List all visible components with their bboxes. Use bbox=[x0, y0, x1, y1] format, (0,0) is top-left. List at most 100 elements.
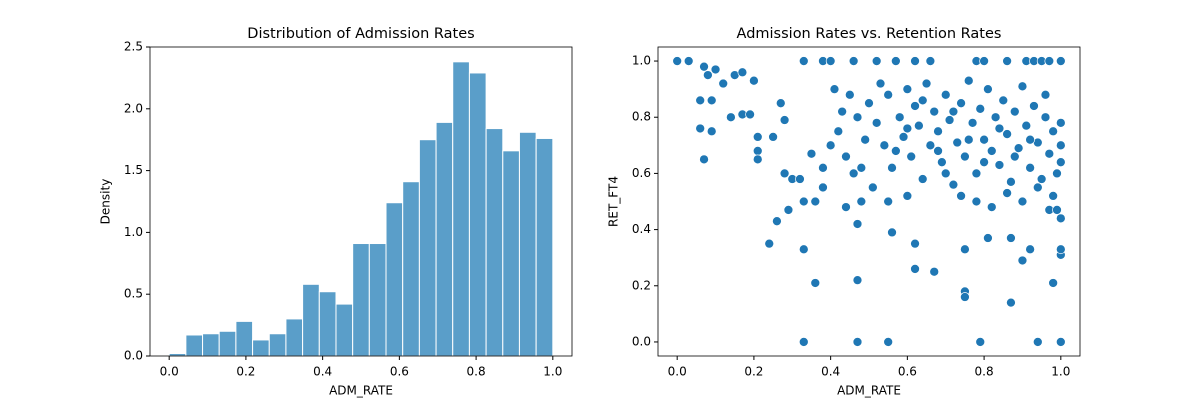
bar bbox=[252, 339, 270, 357]
point bbox=[891, 146, 901, 156]
point bbox=[848, 168, 859, 179]
point bbox=[1013, 143, 1024, 153]
point bbox=[672, 56, 683, 66]
point bbox=[683, 56, 694, 66]
point bbox=[825, 140, 836, 151]
point bbox=[798, 56, 809, 66]
point bbox=[841, 151, 851, 162]
point bbox=[998, 95, 1009, 106]
point bbox=[1055, 56, 1066, 66]
point bbox=[967, 117, 978, 128]
bar bbox=[285, 318, 304, 357]
point bbox=[990, 112, 1001, 123]
point bbox=[940, 168, 951, 179]
point bbox=[829, 84, 840, 94]
point bbox=[852, 337, 863, 347]
y-tick-label: 1.5 bbox=[124, 163, 143, 177]
bar bbox=[485, 128, 504, 357]
point bbox=[940, 89, 951, 100]
point bbox=[1029, 101, 1039, 111]
point bbox=[1006, 233, 1016, 243]
point bbox=[752, 146, 763, 156]
point bbox=[752, 154, 763, 165]
point bbox=[994, 123, 1005, 134]
point bbox=[795, 174, 805, 184]
point bbox=[979, 56, 989, 66]
point bbox=[986, 146, 997, 156]
point bbox=[956, 98, 966, 109]
bar bbox=[535, 137, 554, 357]
point bbox=[1025, 162, 1035, 173]
point bbox=[879, 140, 890, 151]
point bbox=[783, 205, 794, 215]
point bbox=[906, 151, 917, 162]
point bbox=[902, 123, 913, 134]
chart-title: Admission Rates vs. Retention Rates bbox=[737, 26, 1002, 42]
point bbox=[1006, 297, 1016, 308]
point bbox=[1006, 176, 1016, 187]
point bbox=[772, 216, 782, 227]
point bbox=[726, 112, 736, 123]
x-tick-label: 0.6 bbox=[898, 365, 917, 379]
axes-frame bbox=[657, 46, 1081, 357]
point bbox=[1002, 129, 1012, 139]
point bbox=[894, 112, 905, 123]
point bbox=[1044, 148, 1055, 159]
point bbox=[810, 196, 821, 207]
point bbox=[737, 67, 748, 78]
point bbox=[1009, 106, 1020, 117]
point bbox=[1055, 337, 1066, 347]
point bbox=[1055, 157, 1066, 168]
point bbox=[917, 95, 928, 106]
point bbox=[960, 244, 970, 255]
point bbox=[925, 140, 936, 151]
point bbox=[883, 196, 894, 207]
point bbox=[1055, 213, 1066, 224]
y-tick-label: 0.6 bbox=[632, 166, 651, 180]
bar bbox=[318, 291, 337, 357]
point bbox=[1032, 182, 1043, 193]
point bbox=[764, 238, 775, 249]
point bbox=[1048, 191, 1058, 201]
point bbox=[864, 98, 874, 109]
bar bbox=[368, 243, 387, 357]
point bbox=[871, 56, 882, 66]
point bbox=[929, 266, 940, 277]
point bbox=[929, 106, 940, 117]
point bbox=[752, 132, 763, 142]
point bbox=[902, 191, 913, 201]
point bbox=[768, 132, 778, 142]
point bbox=[883, 89, 894, 100]
point bbox=[779, 115, 790, 125]
bar bbox=[385, 202, 404, 357]
point bbox=[818, 162, 828, 173]
point bbox=[1055, 244, 1066, 255]
x-tick-label: 0.2 bbox=[744, 365, 763, 379]
point bbox=[994, 160, 1005, 170]
point bbox=[867, 182, 878, 193]
point bbox=[883, 337, 894, 347]
x-tick-label: 0.4 bbox=[313, 365, 332, 379]
x-tick-label: 0.0 bbox=[160, 365, 179, 379]
point bbox=[986, 202, 997, 212]
point bbox=[887, 162, 897, 173]
point bbox=[910, 264, 920, 274]
bar bbox=[302, 283, 320, 357]
point bbox=[971, 168, 982, 179]
point bbox=[1055, 117, 1066, 128]
point bbox=[1017, 81, 1028, 92]
point bbox=[937, 157, 947, 168]
point bbox=[925, 56, 936, 66]
point bbox=[699, 61, 709, 72]
point bbox=[1009, 151, 1020, 162]
point bbox=[810, 278, 821, 288]
bar bbox=[452, 61, 470, 357]
point bbox=[798, 337, 809, 347]
point bbox=[983, 233, 993, 243]
bar bbox=[202, 333, 220, 357]
point bbox=[933, 146, 943, 156]
point bbox=[779, 168, 790, 179]
point bbox=[699, 154, 709, 165]
